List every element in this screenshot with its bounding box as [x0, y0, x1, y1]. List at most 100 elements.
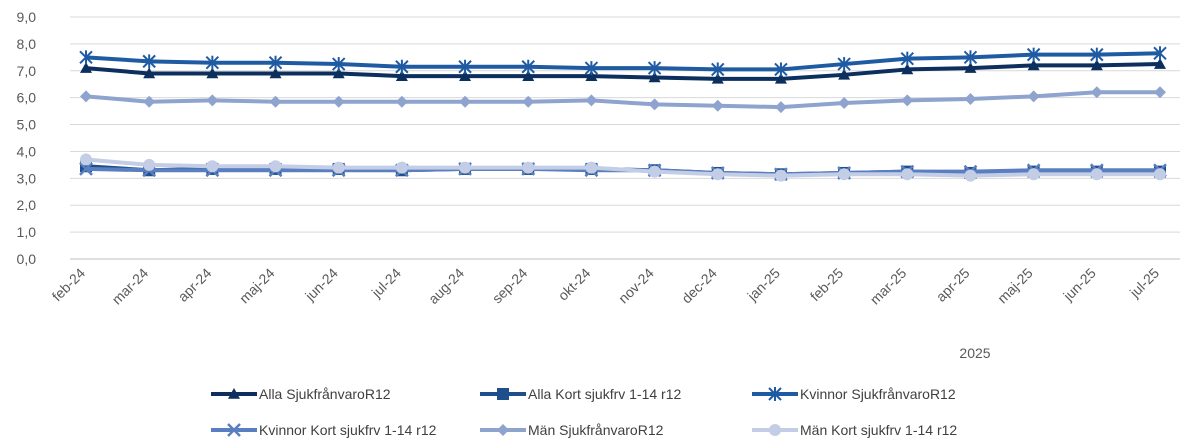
y-tick-label: 4,0 [17, 143, 37, 159]
y-axis-ticks: 0,0 1,0 2,0 3,0 4,0 5,0 6,0 7,0 8,0 9,0 [17, 9, 37, 267]
legend-marker [227, 423, 241, 437]
data-point [711, 168, 724, 181]
data-point [774, 62, 788, 77]
data-point [774, 101, 787, 114]
data-point [584, 61, 599, 76]
data-point [80, 62, 92, 73]
x-tick-label: jun-24 [301, 265, 341, 305]
data-point [1090, 86, 1103, 99]
series-line [85, 157, 1160, 178]
x-tick-label: feb-25 [807, 265, 847, 305]
data-point [963, 50, 978, 65]
y-tick-label: 1,0 [17, 224, 37, 240]
legend-marker [228, 388, 240, 399]
data-point [838, 97, 851, 110]
x-tick-label: jun-25 [1059, 265, 1099, 305]
y-tick-label: 2,0 [17, 197, 37, 213]
data-point [900, 51, 915, 66]
data-point [142, 54, 156, 69]
data-point [521, 59, 535, 74]
data-point [79, 50, 93, 65]
legend-marker [497, 388, 509, 400]
x-tick-label: jan-25 [744, 265, 784, 305]
series-3 [79, 46, 1167, 77]
x-tick-label: apr-25 [933, 265, 973, 305]
data-point [332, 95, 345, 108]
data-point [648, 98, 661, 111]
data-point [901, 168, 914, 181]
legend-item: Män Kort sjukfrv 1-14 r12 [752, 422, 957, 438]
data-point [459, 70, 472, 81]
data-point [1153, 46, 1167, 61]
data-point [206, 94, 219, 107]
gridlines [70, 16, 1180, 260]
data-point [269, 67, 282, 79]
x-tick-label: apr-24 [175, 265, 215, 305]
series-line [85, 51, 1161, 72]
y-tick-label: 8,0 [17, 36, 37, 52]
data-point [1154, 86, 1166, 99]
data-point [143, 95, 156, 108]
data-point [964, 62, 977, 73]
data-point [711, 99, 724, 112]
series-1 [80, 58, 1166, 84]
data-point [1027, 59, 1040, 71]
data-point [838, 68, 851, 80]
y-tick-label: 7,0 [17, 63, 37, 79]
data-point [206, 67, 219, 79]
y-tick-label: 6,0 [17, 90, 37, 106]
x-tick-label: jul-24 [368, 265, 404, 301]
legend-item: Män SjukfrånvaroR12 [480, 422, 664, 438]
series-lines [79, 46, 1167, 182]
data-point [964, 169, 977, 182]
series-line [85, 90, 1160, 110]
data-point [79, 162, 93, 176]
year-annotation: 2025 [959, 345, 990, 361]
y-tick-label: 3,0 [17, 170, 37, 186]
legend-item: Kvinnor SjukfrånvaroR12 [752, 386, 956, 402]
legend-item: Kvinnor Kort sjukfrv 1-14 r12 [211, 422, 437, 438]
data-point [331, 57, 346, 72]
series-6 [80, 153, 1166, 182]
data-point [395, 70, 408, 81]
data-point [585, 161, 598, 174]
x-tick-label: maj-25 [994, 265, 1036, 307]
series-line [85, 62, 1161, 81]
data-point [522, 95, 535, 108]
x-tick-label: mar-25 [867, 265, 910, 308]
data-point [522, 161, 535, 174]
data-point [522, 70, 535, 81]
data-point [1026, 47, 1041, 62]
data-point [774, 169, 787, 182]
data-point [459, 95, 472, 108]
x-tick-label: aug-24 [425, 265, 467, 307]
data-point [774, 72, 787, 84]
data-point [1090, 168, 1103, 181]
x-tick-label: mar-24 [109, 265, 152, 308]
data-point [206, 160, 219, 173]
legend-label: Kvinnor SjukfrånvaroR12 [800, 386, 956, 402]
data-point [143, 67, 156, 79]
data-point [395, 161, 408, 174]
x-tick-label: jul-25 [1126, 265, 1162, 301]
legend-label: Kvinnor Kort sjukfrv 1-14 r12 [259, 422, 437, 438]
data-point [838, 168, 851, 181]
data-point [1090, 47, 1104, 62]
legend-marker [769, 424, 781, 436]
data-point [332, 67, 345, 79]
data-point [1027, 90, 1040, 103]
data-point [1154, 58, 1166, 69]
data-point [585, 70, 598, 81]
legend: Alla SjukfrånvaroR12 Alla Kort sjukfrv 1-… [211, 386, 957, 438]
legend-label: Alla Kort sjukfrv 1-14 r12 [528, 386, 681, 402]
data-point [80, 153, 92, 166]
data-point [1154, 168, 1166, 181]
data-point [648, 71, 661, 83]
data-point [901, 63, 914, 75]
data-point [143, 158, 156, 171]
data-point [1090, 59, 1103, 71]
x-tick-label: feb-24 [49, 265, 89, 305]
data-point [711, 72, 724, 84]
